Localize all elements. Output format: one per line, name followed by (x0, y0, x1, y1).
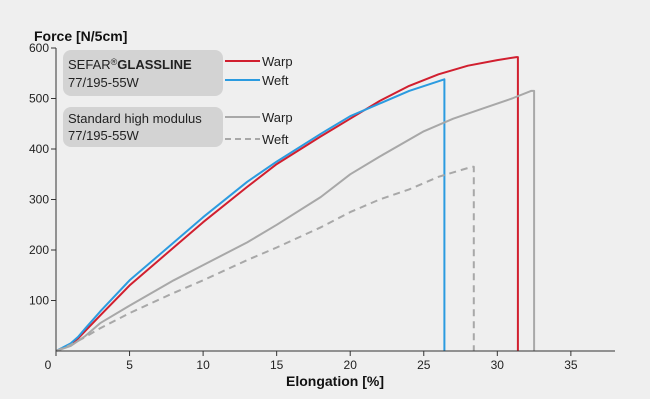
legend-standard-title: Standard high modulus (68, 111, 202, 126)
y-tick-label: 400 (29, 142, 49, 156)
series-line-standard-weft (55, 165, 475, 352)
legend: SEFAR®GLASSLINE 77/195-55W Warp Weft Sta… (63, 50, 293, 147)
legend-glassline-warp-label: Warp (262, 54, 293, 69)
y-tick-label: 100 (29, 294, 49, 308)
x-tick-label: 30 (491, 358, 505, 372)
legend-standard-subtitle: 77/195-55W (68, 128, 140, 143)
series-lines (55, 56, 536, 352)
legend-glassline-weft-label: Weft (262, 73, 289, 88)
legend-standard-warp-label: Warp (262, 110, 293, 125)
series-line-standard-warp (55, 89, 536, 352)
legend-box-glassline (63, 50, 223, 96)
y-tick-label: 500 (29, 92, 49, 106)
y-tick-label: 600 (29, 41, 49, 55)
series-line-glassline-warp (55, 56, 519, 352)
x-tick-label: 10 (196, 358, 210, 372)
legend-box-standard (63, 107, 223, 147)
legend-glassline-subtitle: 77/195-55W (68, 75, 140, 90)
y-axis-ticks: 100 200 300 400 500 600 (29, 41, 56, 308)
x-tick-label: 5 (126, 358, 133, 372)
y-axis-title: Force [N/5cm] (34, 28, 127, 44)
y-tick-label: 300 (29, 193, 49, 207)
series-line-glassline-weft (55, 78, 446, 352)
y-tick-label: 200 (29, 243, 49, 257)
x-tick-label: 15 (270, 358, 284, 372)
x-axis-title: Elongation [%] (286, 373, 384, 389)
x-tick-label: 0 (45, 358, 52, 372)
x-tick-label: 20 (344, 358, 358, 372)
legend-standard-weft-label: Weft (262, 132, 289, 147)
x-tick-label: 25 (417, 358, 431, 372)
x-tick-label: 35 (564, 358, 578, 372)
x-axis-ticks: 0 5 10 15 20 25 30 35 (45, 351, 578, 372)
legend-glassline-title: SEFAR®GLASSLINE (68, 57, 192, 72)
